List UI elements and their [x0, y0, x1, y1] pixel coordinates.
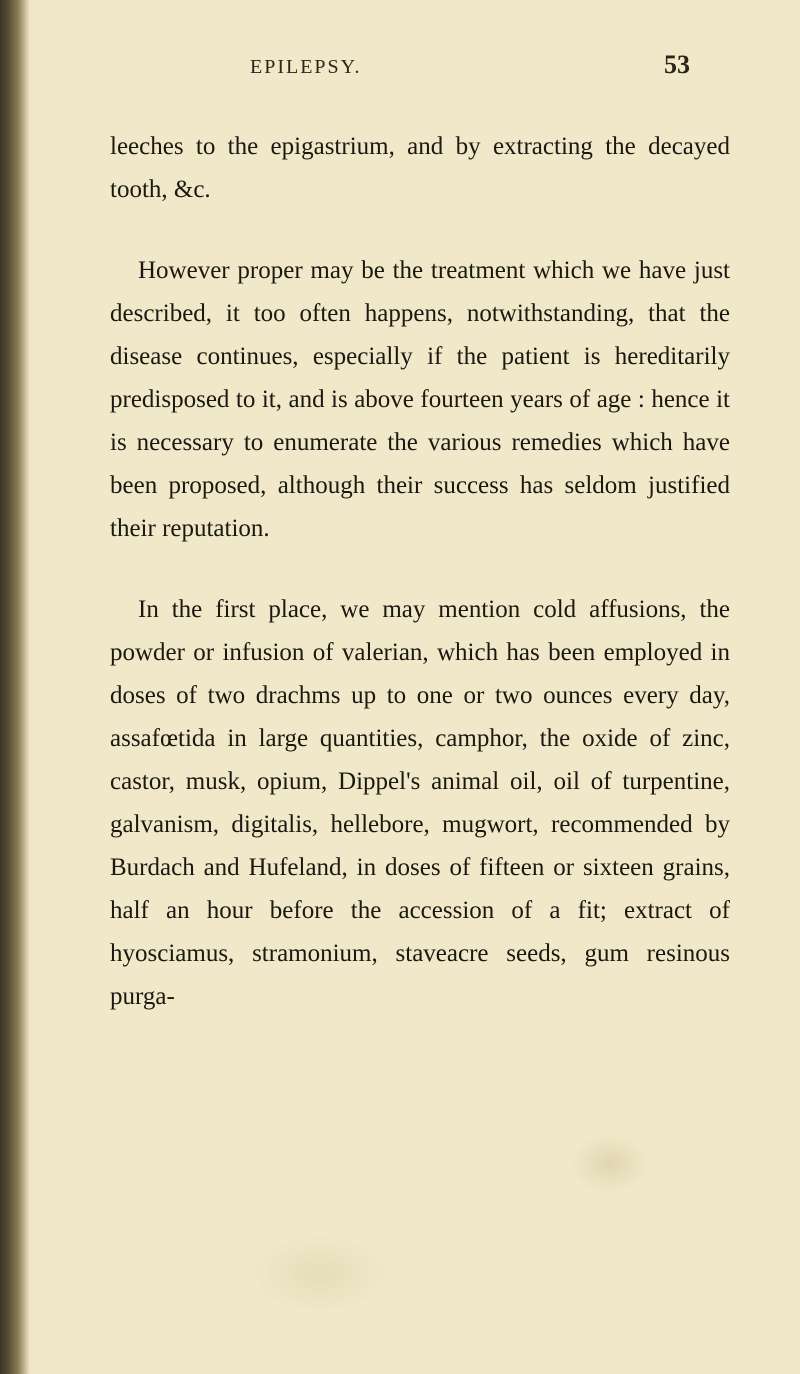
body-paragraph-3: In the first place, we may mention cold … [110, 588, 730, 1018]
body-paragraph-2: However proper may be the treatment whic… [110, 249, 730, 550]
page-header: EPILEPSY. 53 [110, 50, 730, 80]
page-number: 53 [664, 50, 690, 80]
page-stain [250, 1234, 390, 1314]
page-content: EPILEPSY. 53 leeches to the epigastrium,… [0, 0, 800, 1374]
running-title: EPILEPSY. [250, 56, 362, 79]
body-paragraph-1: leeches to the epigastrium, and by extra… [110, 125, 730, 211]
page-stain [570, 1134, 650, 1194]
